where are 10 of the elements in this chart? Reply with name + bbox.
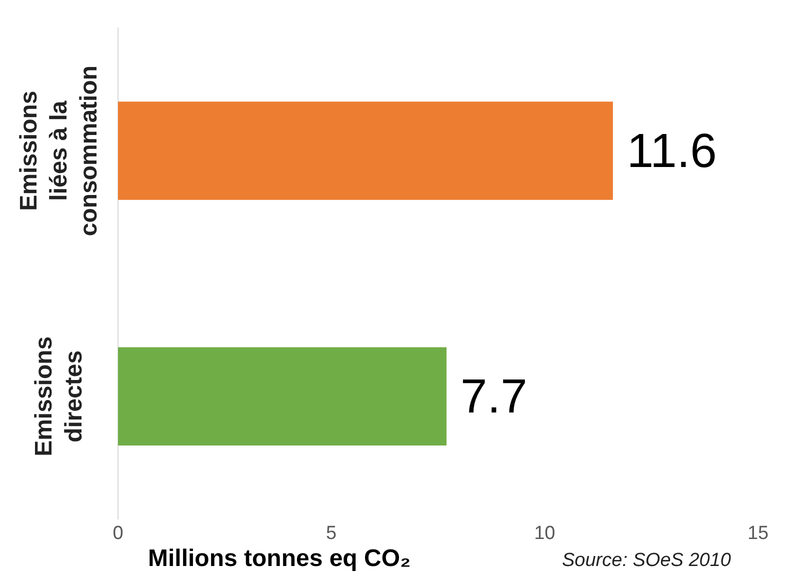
x-axis-title: Millions tonnes eq CO₂: [148, 545, 411, 573]
y-tick-label: Emissions liées à la consommation: [16, 65, 103, 236]
data-label: 7.7: [460, 370, 528, 424]
y-tick-label: Emissions directes: [30, 336, 88, 456]
source-note: Source: SOeS 2010: [562, 550, 731, 572]
x-tick-label: 0: [112, 522, 124, 544]
data-label: 11.6: [626, 125, 717, 178]
x-tick-label: 10: [534, 522, 556, 544]
x-tick-label: 5: [326, 522, 337, 544]
x-tick-label: 15: [747, 522, 769, 544]
